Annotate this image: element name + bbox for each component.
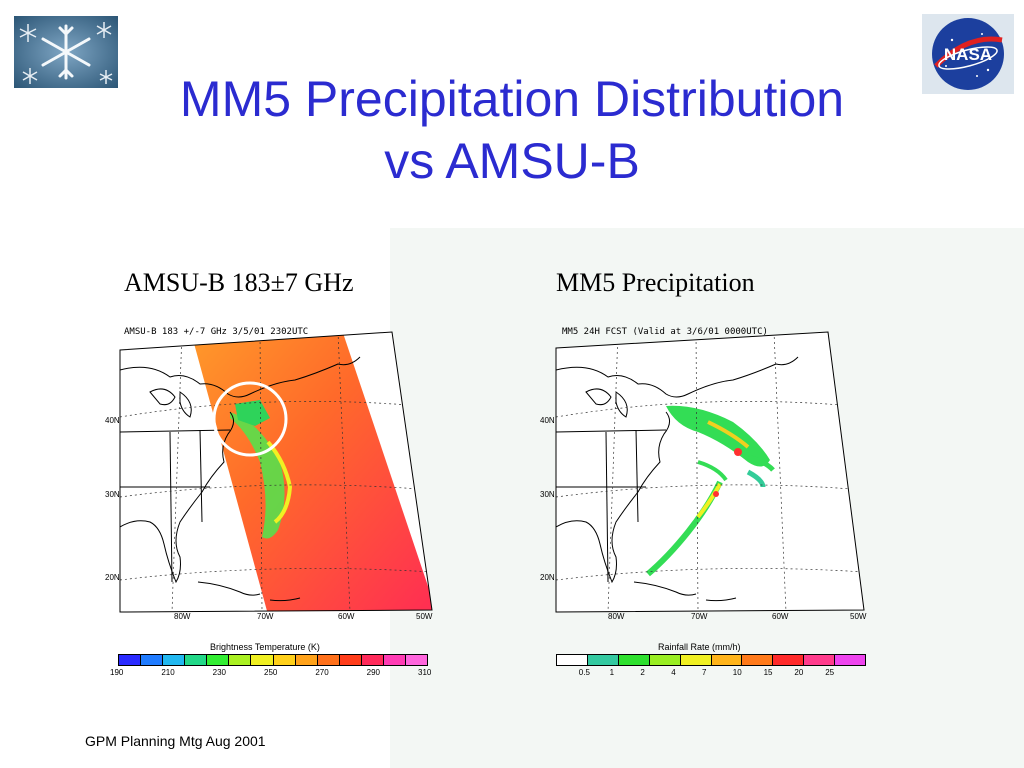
right-colorbar-title: Rainfall Rate (mm/h)	[658, 642, 741, 652]
left-figure-caption: AMSU-B 183±7 GHz	[124, 268, 354, 297]
right-colorbar-ticks: 0.5 1 2 4 7 10 15 20 25	[556, 668, 864, 680]
left-colorbar-segment	[294, 655, 317, 665]
lon-label-70w: 70W	[691, 612, 708, 621]
lat-label-40n: 40N	[105, 416, 120, 425]
lat-label-30n: 30N	[540, 490, 555, 499]
right-colorbar-segment	[710, 655, 742, 665]
left-colorbar-tick-label: 310	[418, 668, 432, 677]
right-colorbar-tick-label: 2	[640, 668, 645, 677]
title-line-1: MM5 Precipitation Distribution	[179, 71, 845, 127]
right-colorbar-tick-label: 20	[794, 668, 804, 677]
left-colorbar-tick-label: 270	[315, 668, 329, 677]
lon-label-60w: 60W	[772, 612, 789, 621]
right-map-title: MM5 24H FCST (Valid at 3/6/01 0000UTC)	[562, 327, 768, 337]
left-colorbar-tick-label: 290	[366, 668, 381, 677]
right-colorbar-segment	[772, 655, 804, 665]
left-colorbar-title: Brightness Temperature (K)	[210, 642, 320, 652]
right-figure-caption: MM5 Precipitation	[556, 268, 755, 297]
highlight-circle	[212, 381, 288, 457]
left-colorbar-segment	[140, 655, 163, 665]
right-colorbar-segment	[586, 655, 618, 665]
title-line-2: vs AMSU-B	[384, 133, 640, 189]
left-colorbar-tick-label: 230	[212, 668, 227, 677]
right-colorbar-tick-label: 4	[671, 668, 676, 677]
left-colorbar-segment	[272, 655, 295, 665]
left-colorbar-tick-label: 250	[264, 668, 278, 677]
snowflake-logo	[14, 16, 118, 88]
lat-label-40n: 40N	[540, 416, 555, 425]
right-colorbar-segment	[557, 655, 587, 665]
left-colorbar-tick-label: 210	[161, 668, 175, 677]
lat-label-20n: 20N	[105, 573, 120, 582]
nasa-logo: NASA	[922, 14, 1014, 94]
right-colorbar-tick-label: 0.5	[578, 668, 590, 677]
left-colorbar-segment	[184, 655, 207, 665]
right-colorbar-segment	[648, 655, 680, 665]
left-colorbar-segment	[206, 655, 229, 665]
right-colorbar-segment	[803, 655, 835, 665]
lon-label-50w: 50W	[416, 612, 433, 621]
right-precip-map	[555, 331, 865, 613]
left-satellite-map	[119, 331, 433, 613]
left-colorbar-tick-label: 190	[110, 668, 124, 677]
left-figure: AMSU-B 183 +/-7 GHz 3/5/01 2302UTC	[105, 322, 450, 682]
right-colorbar-segment	[617, 655, 649, 665]
right-colorbar-segment	[679, 655, 711, 665]
lat-label-30n: 30N	[105, 490, 120, 499]
right-colorbar-tick-label: 1	[609, 668, 615, 677]
left-colorbar-segment	[316, 655, 339, 665]
nasa-logo-text: NASA	[944, 45, 992, 64]
left-colorbar	[118, 654, 428, 666]
left-colorbar-segment	[338, 655, 361, 665]
left-colorbar-segment	[228, 655, 251, 665]
lon-label-80w: 80W	[608, 612, 625, 621]
lon-label-60w: 60W	[338, 612, 355, 621]
left-colorbar-ticks: 190 210 230 250 270 290 310	[110, 668, 431, 680]
left-colorbar-segment	[360, 655, 383, 665]
lon-label-70w: 70W	[257, 612, 274, 621]
lon-label-80w: 80W	[174, 612, 191, 621]
left-colorbar-segment	[119, 655, 141, 665]
right-colorbar-tick-label: 25	[825, 668, 835, 677]
right-colorbar-segment	[741, 655, 773, 665]
right-figure: MM5 24H FCST (Valid at 3/6/01 0000UTC)	[540, 322, 878, 682]
right-colorbar-tick-label: 7	[702, 668, 707, 677]
slide-title: MM5 Precipitation Distribution vs AMSU-B	[60, 68, 964, 192]
right-colorbar	[556, 654, 866, 666]
right-colorbar-tick-label: 15	[763, 668, 773, 677]
left-colorbar-segment	[250, 655, 273, 665]
right-colorbar-tick-label: 10	[732, 668, 742, 677]
lat-label-20n: 20N	[540, 573, 555, 582]
slide-footer: GPM Planning Mtg Aug 2001	[85, 733, 266, 749]
left-colorbar-segment	[162, 655, 185, 665]
left-colorbar-segment	[405, 655, 428, 665]
left-map-title: AMSU-B 183 +/-7 GHz 3/5/01 2302UTC	[124, 327, 309, 337]
right-colorbar-segment	[834, 655, 866, 665]
left-colorbar-segment	[382, 655, 406, 665]
lon-label-50w: 50W	[850, 612, 867, 621]
